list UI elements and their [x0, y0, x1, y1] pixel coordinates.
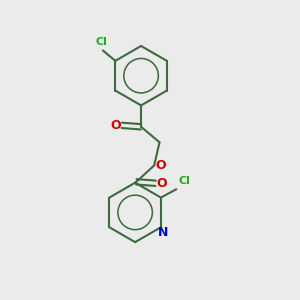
Text: Cl: Cl [179, 176, 190, 186]
Text: N: N [158, 226, 168, 239]
Text: Cl: Cl [95, 37, 107, 47]
Text: O: O [155, 159, 166, 172]
Text: O: O [157, 177, 167, 190]
Text: O: O [110, 119, 121, 132]
